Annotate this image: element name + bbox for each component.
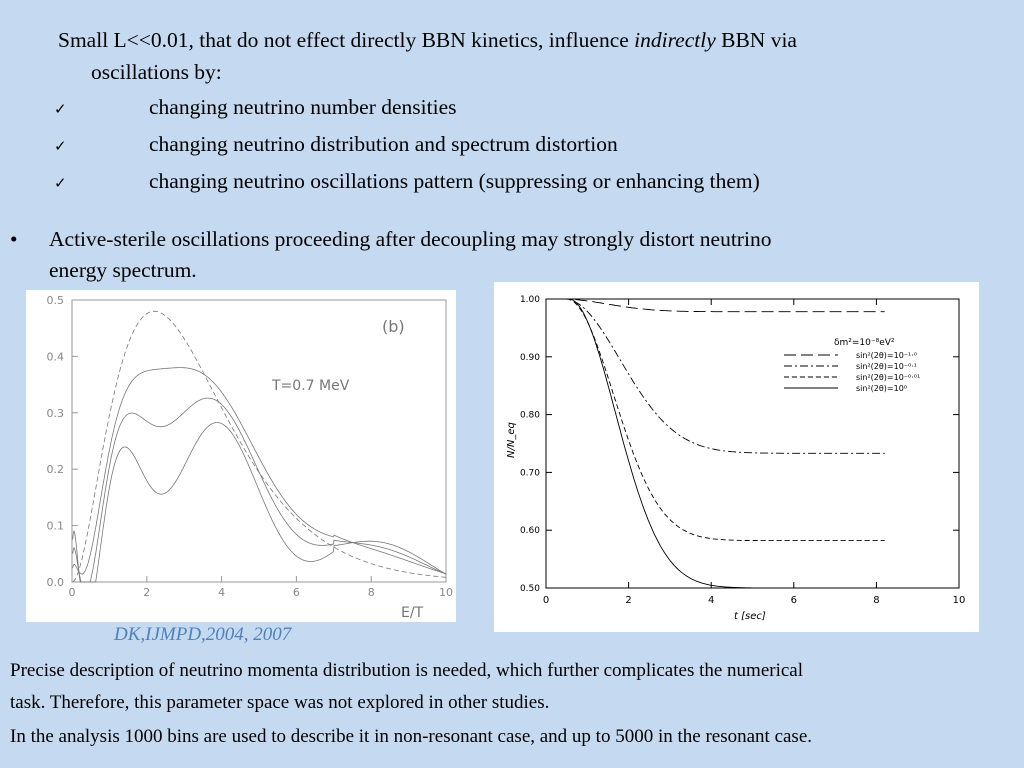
spectrum-chart: 0 2 4 6 8 100.00.10.20.30.40.5 (b) T=0.7 MeV … (47, 294, 454, 621)
y-tick-label: 0.2 (47, 463, 65, 476)
legend-label: sin²(2θ)=10⁻⁰·⁰¹ (856, 373, 920, 382)
spectrum-curve (72, 310, 446, 583)
y-tick-label: 0.60 (520, 526, 540, 536)
check-icon: ✓ (54, 174, 67, 192)
x-tick-label: 8 (368, 586, 375, 599)
population-curve (558, 298, 885, 542)
paragraph-3: In the analysis 1000 bins are used to de… (10, 726, 813, 747)
legend-label: sin²(2θ)=10⁻⁰·¹ (856, 362, 917, 371)
intro-part2: BBN via (715, 28, 797, 52)
temperature-annotation: T=0.7 MeV (271, 378, 350, 394)
y-tick-label: 1.00 (520, 295, 540, 305)
population-curve (558, 298, 885, 589)
intro-part1: Small L<<0.01, that do not effect direct… (58, 28, 635, 52)
check-item-2: ✓ changing neutrino distribution and spec… (54, 131, 618, 159)
check-item-3: ✓ changing neutrino oscillations pattern … (54, 168, 760, 196)
y-tick-label: 0.0 (47, 576, 65, 589)
x-ticks: 0 2 4 6 8 10 0.0 0.1 0.2 0.3 0.4 0.5 (47, 294, 454, 599)
x-tick-label: 6 (791, 595, 797, 606)
x-ticks: 0 2 4 6 8 10 0.50 0.60 0.70 0.80 0.90 1.00 (520, 295, 965, 606)
spectrum-figure: 0 2 4 6 8 10 0.0 0.1 0.2 0.3 0.4 0.5 (b) T=0.7 MeV … (26, 290, 456, 622)
population-curve (558, 298, 885, 454)
population-chart: 0 2 4 6 8 10 0.50 0.60 0.70 0.80 0.90 1.00 sin²(2θ)… (506, 295, 965, 622)
y-tick-label: 0.70 (520, 468, 540, 478)
y-tick-label: 0.90 (520, 353, 540, 363)
panel-label: (b) (382, 317, 405, 336)
x-tick-label: 4 (708, 595, 714, 606)
x-tick-label: 6 (293, 586, 300, 599)
y-tick-label: 0.50 (520, 584, 540, 594)
check-item-1: ✓ changing neutrino number densities (54, 94, 457, 122)
x-tick-label: 10 (439, 586, 453, 599)
plot-frame (545, 298, 960, 589)
x-tick-label: 2 (625, 595, 631, 606)
spectrum-curve (72, 397, 447, 583)
plot-frame (71, 299, 447, 583)
paragraph-1: Precise description of neutrino momenta … (10, 660, 804, 681)
x-tick-label: 4 (218, 586, 225, 599)
intro-line-1: Small L<<0.01, that do not effect direct… (58, 24, 958, 56)
legend: sin²(2θ)=10⁻¹·⁰ sin²(2θ)=10⁻⁰·¹ sin²(2θ)=1… (784, 351, 920, 393)
population-curve (558, 298, 885, 313)
y-tick-label: 0.80 (520, 411, 540, 421)
x-tick-label: 2 (143, 586, 150, 599)
intro-emphasis: indirectly (634, 28, 716, 52)
population-curves (558, 298, 885, 589)
population-figure: 0 2 4 6 8 10 0.50 0.60 0.70 0.80 0.90 1.00 sin²(2θ)… (494, 282, 979, 632)
x-tick-label: 0 (543, 595, 549, 606)
check-item-label: changing neutrino distribution and spect… (149, 132, 618, 156)
x-axis-label: E/T (401, 605, 424, 621)
check-icon: ✓ (54, 137, 67, 155)
intro-text: Small L<<0.01, that do not effect direct… (58, 24, 958, 88)
y-tick-label: 0.1 (47, 520, 65, 533)
spectrum-curves (72, 310, 447, 583)
bullet-line-2: energy spectrum. (49, 258, 197, 282)
intro-line-2: oscillations by: (91, 60, 222, 84)
x-tick-label: 0 (69, 586, 76, 599)
x-tick-label: 10 (953, 595, 966, 606)
check-item-label: changing neutrino oscillations pattern (… (149, 169, 760, 193)
bullet-point: • Active-sterile oscillations proceeding… (10, 224, 950, 286)
legend-label: sin²(2θ)=10⁰ (856, 384, 907, 393)
check-item-label: changing neutrino number densities (149, 95, 457, 119)
spectrum-curve (72, 367, 447, 575)
bullet-line-1: Active-sterile oscillations proceeding a… (49, 227, 772, 251)
y-tick-label: 0.3 (47, 407, 65, 420)
x-tick-label: 8 (873, 595, 879, 606)
citation: DK,IJMPD,2004, 2007 (114, 624, 292, 645)
bullet-icon: • (10, 227, 18, 251)
legend-title: δm²=10⁻⁸eV² (834, 338, 895, 348)
y-axis-label: N/N_eq (506, 422, 517, 458)
y-tick-label: 0.5 (47, 294, 65, 307)
paragraph-2: task. Therefore, this parameter space wa… (10, 692, 550, 713)
y-tick-label: 0.4 (47, 350, 65, 363)
legend-label: sin²(2θ)=10⁻¹·⁰ (856, 351, 917, 360)
spectrum-curve (72, 422, 447, 583)
check-icon: ✓ (54, 100, 67, 118)
x-axis-label: t [sec] (734, 611, 766, 622)
